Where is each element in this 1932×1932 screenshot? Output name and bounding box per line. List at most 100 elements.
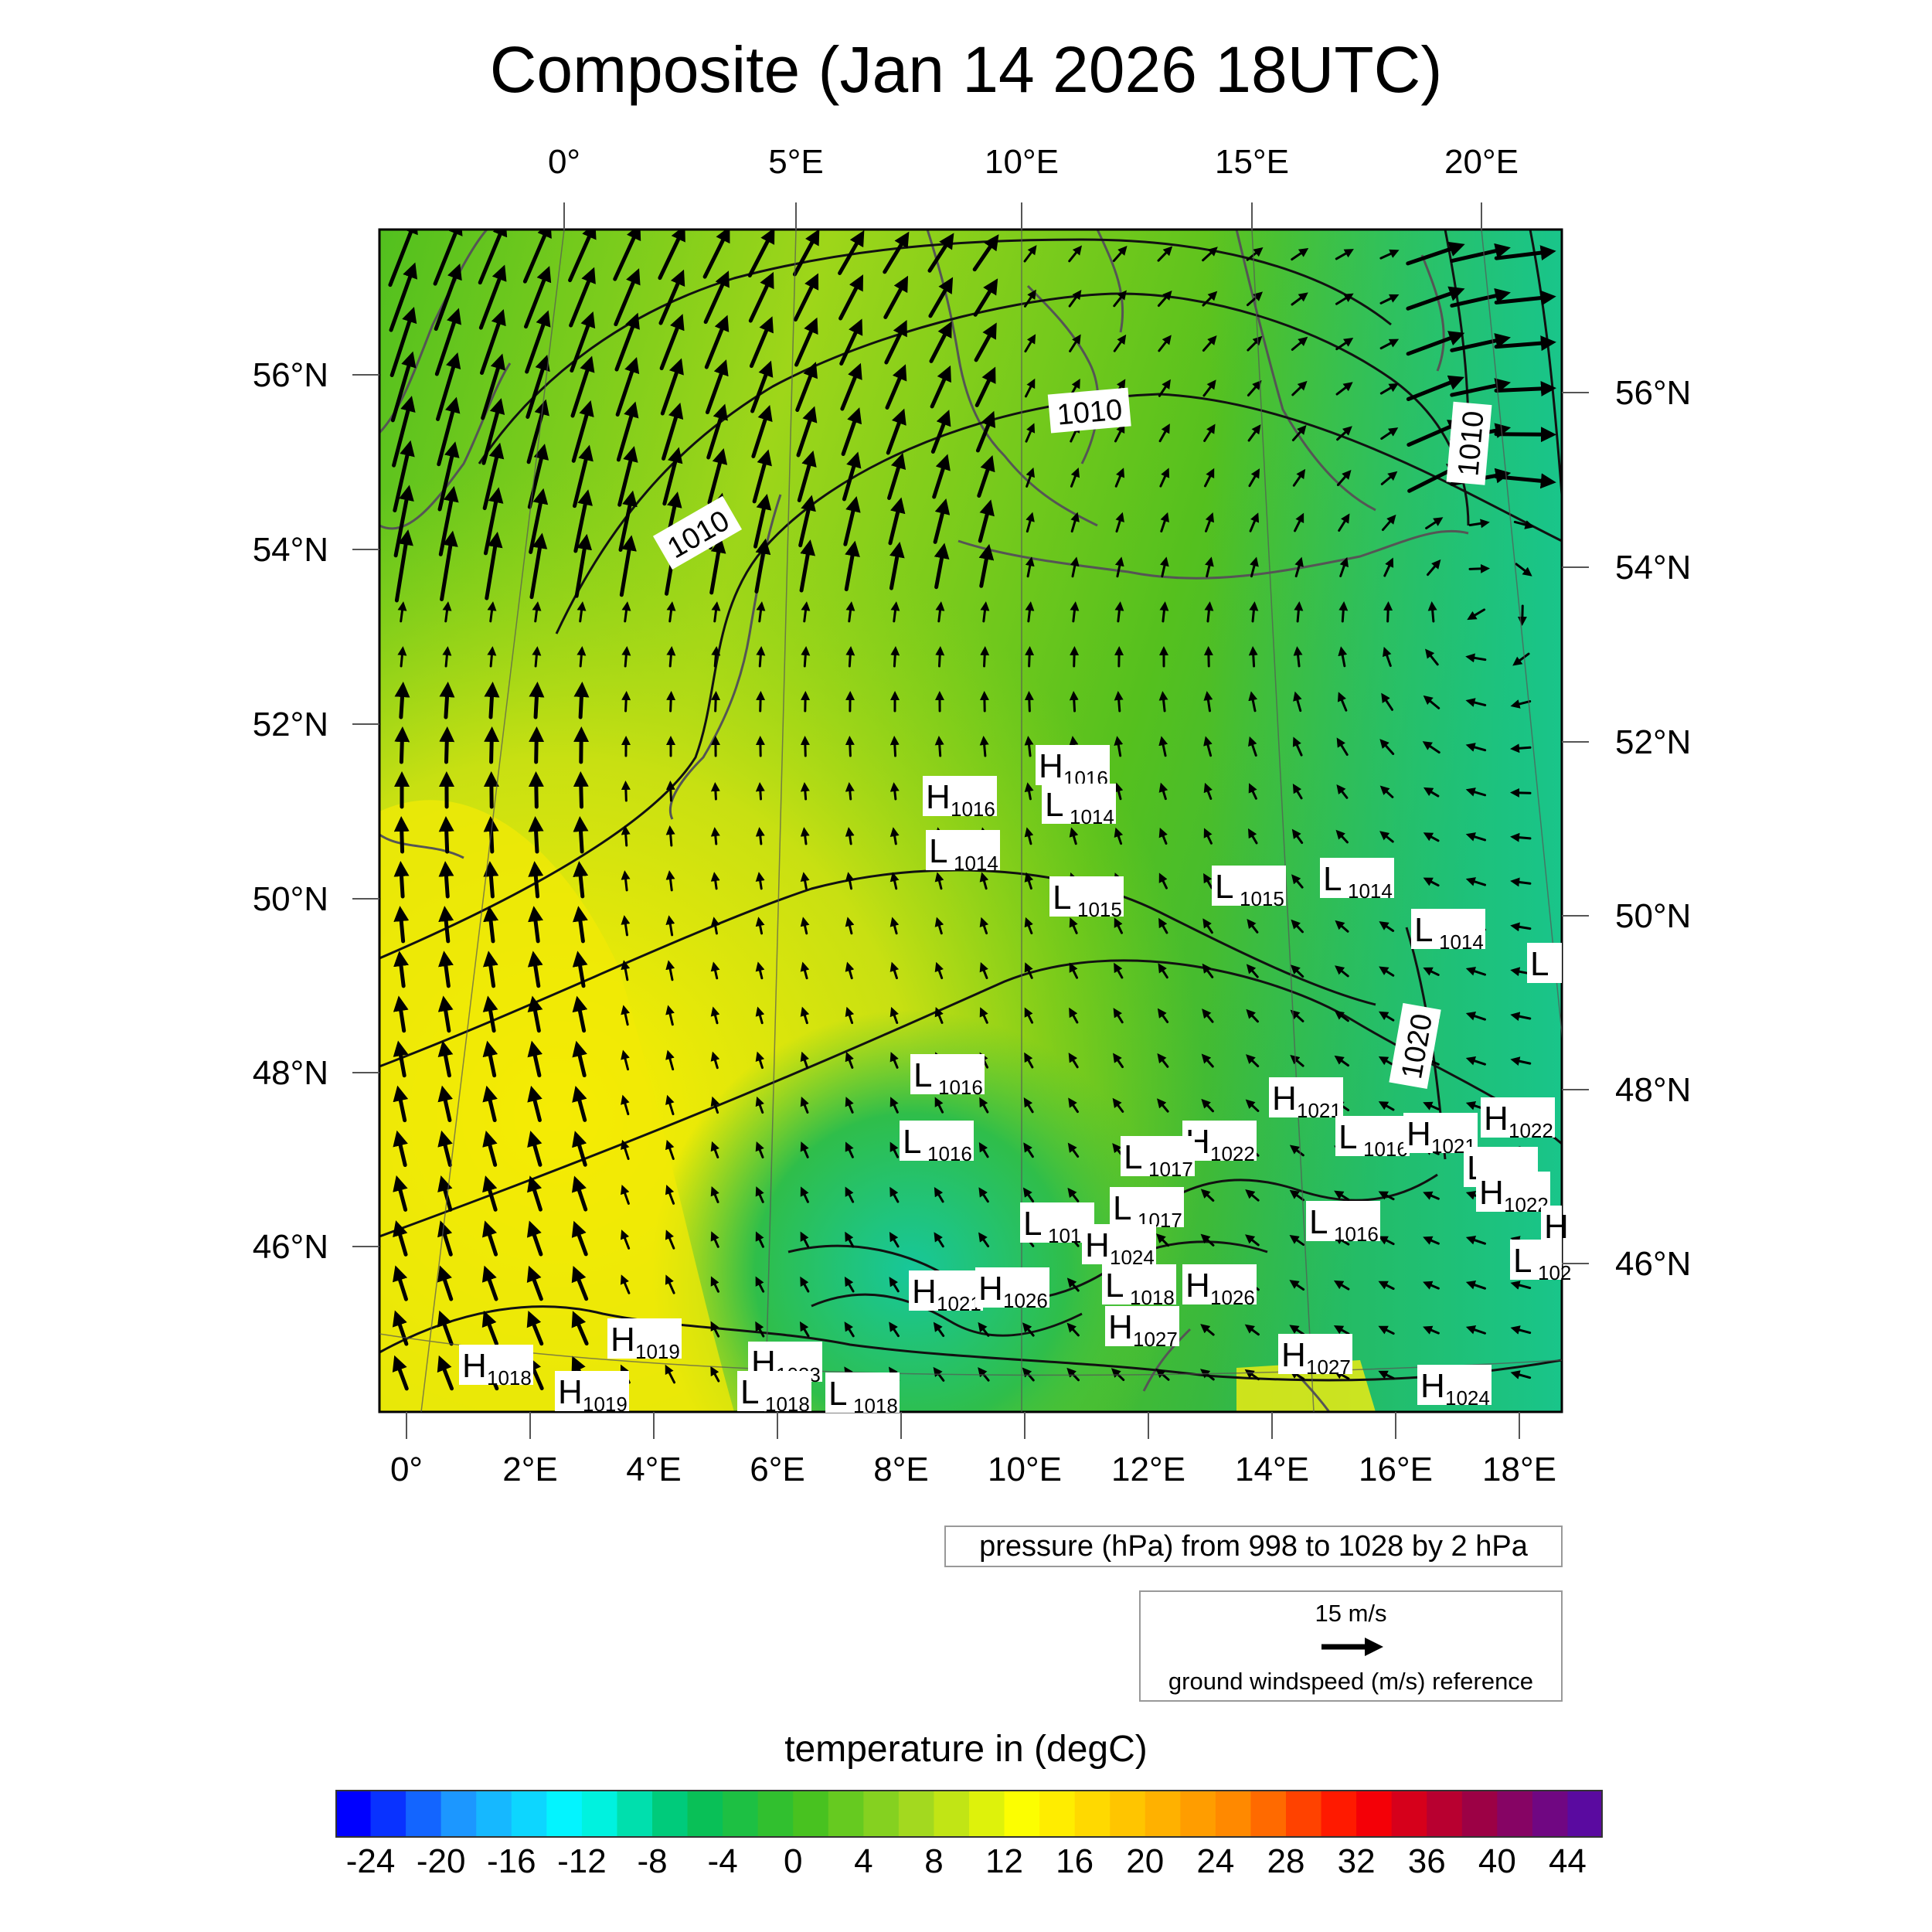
- wind-arrow: [845, 1051, 854, 1069]
- wind-arrow: [1293, 646, 1303, 668]
- wind-arrow: [1336, 737, 1349, 757]
- wind-arrow: [801, 601, 811, 623]
- wind-arrow: [393, 1040, 409, 1078]
- pressure-center-letter: L: [1338, 1118, 1357, 1156]
- wind-arrow: [1114, 468, 1125, 488]
- wind-arrow: [706, 403, 728, 460]
- colorbar-box: [1286, 1790, 1322, 1838]
- wind-arrow: [934, 1232, 944, 1248]
- wind-arrow: [437, 1040, 454, 1078]
- wind-arrow: [1112, 245, 1128, 263]
- wind-arrow: [434, 308, 461, 376]
- colorbar-tick: -12: [557, 1842, 607, 1880]
- wind-arrow: [1246, 1009, 1259, 1023]
- wind-arrow: [619, 535, 637, 597]
- wind-arrow: [1379, 249, 1400, 260]
- colorbar-tick: 12: [985, 1842, 1024, 1880]
- wind-arrow: [1465, 653, 1487, 663]
- wind-arrow: [1378, 1370, 1395, 1379]
- wind-arrow: [481, 398, 505, 465]
- wind-arrow: [528, 861, 544, 899]
- wind-arrow: [1379, 294, 1400, 304]
- wind-arrow: [1423, 787, 1440, 798]
- pressure-center-value: 1014: [1070, 805, 1114, 828]
- wind-arrow: [621, 1094, 630, 1116]
- wind-arrow: [526, 1311, 544, 1346]
- wind-arrow: [934, 961, 944, 980]
- wind-arrow: [621, 1184, 630, 1205]
- wind-arrow: [1335, 829, 1349, 844]
- wind-arrow: [1024, 1007, 1034, 1024]
- wind-arrow: [1024, 736, 1034, 757]
- wind-arrow: [1423, 967, 1440, 976]
- colorbar-tick: 40: [1478, 1842, 1516, 1880]
- right-latitude-labels: 56°N 54°N 52°N 50°N 48°N 46°N: [1615, 374, 1691, 1283]
- wind-arrow: [1158, 423, 1170, 443]
- wind-arrow: [1290, 964, 1304, 978]
- wind-arrow: [571, 1311, 589, 1346]
- wind-arrow: [845, 601, 855, 623]
- wind-arrow: [658, 269, 685, 325]
- wind-arrow: [570, 355, 595, 418]
- colorbar-box: [793, 1790, 829, 1838]
- top-tick-marks: [563, 202, 1482, 230]
- right-lat-label: 54°N: [1615, 549, 1691, 587]
- bottom-lon-label: 4°E: [626, 1451, 681, 1488]
- wind-arrow: [1203, 872, 1213, 889]
- wind-arrow: [934, 917, 944, 935]
- wind-arrow: [748, 271, 774, 323]
- wind-arrow: [800, 1141, 809, 1158]
- wind-arrow: [1069, 691, 1079, 713]
- wind-arrow: [889, 1006, 899, 1025]
- colorbar-box: [1321, 1790, 1357, 1838]
- wind-arrow: [478, 230, 508, 285]
- wind-arrow: [1025, 423, 1036, 443]
- pressure-center-letter: L: [1053, 879, 1071, 917]
- top-lon-label: 0°: [548, 143, 580, 181]
- wind-arrow: [1510, 1056, 1532, 1066]
- wind-arrow: [571, 1175, 588, 1212]
- wind-arrow: [705, 359, 729, 415]
- wind-arrow: [1114, 556, 1124, 578]
- wind-arrow: [756, 646, 766, 668]
- wind-arrow: [1291, 292, 1308, 306]
- wind-arrow: [934, 872, 944, 890]
- wind-arrow: [845, 646, 855, 668]
- top-lon-label: 20°E: [1444, 143, 1519, 181]
- wind-arrow: [1427, 559, 1441, 577]
- wind-arrow: [1159, 468, 1170, 488]
- wind-arrow: [1292, 783, 1303, 800]
- wind-arrow: [1425, 648, 1439, 666]
- wind-arrow: [1203, 423, 1216, 442]
- wind-arrow: [526, 355, 550, 419]
- pressure-center-letter: H: [1420, 1367, 1445, 1405]
- pressure-center-value: 102: [1538, 1261, 1571, 1284]
- pressure-center-letter: H: [912, 1273, 937, 1311]
- wind-arrow: [801, 646, 811, 668]
- wind-arrow: [1468, 519, 1490, 529]
- wind-arrow: [389, 262, 418, 332]
- wind-arrow: [1069, 917, 1078, 934]
- wind-arrow: [710, 1051, 720, 1070]
- wind-arrow: [710, 872, 720, 890]
- wind-arrow: [1379, 383, 1399, 395]
- wind-arrow: [751, 405, 773, 458]
- left-lat-label: 54°N: [253, 531, 328, 569]
- wind-arrow: [977, 455, 995, 498]
- wind-arrow: [1450, 243, 1511, 264]
- wind-arrow: [889, 917, 900, 935]
- wind-arrow: [1203, 468, 1215, 488]
- colorbar-box: [1074, 1790, 1111, 1838]
- wind-arrow: [1465, 698, 1487, 707]
- wind-arrow: [572, 1131, 587, 1167]
- wind-arrow: [1203, 782, 1213, 800]
- pressure-center-value: 1016: [1334, 1223, 1379, 1246]
- colorbar-box: [335, 1790, 372, 1838]
- wind-arrow: [975, 410, 996, 453]
- pressure-center-letter: H: [978, 1270, 1003, 1308]
- wind-arrow: [973, 278, 998, 317]
- pressure-center-value: 1026: [1210, 1286, 1255, 1309]
- colorbar-box: [1532, 1790, 1568, 1838]
- pressure-center-letter: L: [903, 1123, 921, 1161]
- wind-arrow: [889, 542, 905, 590]
